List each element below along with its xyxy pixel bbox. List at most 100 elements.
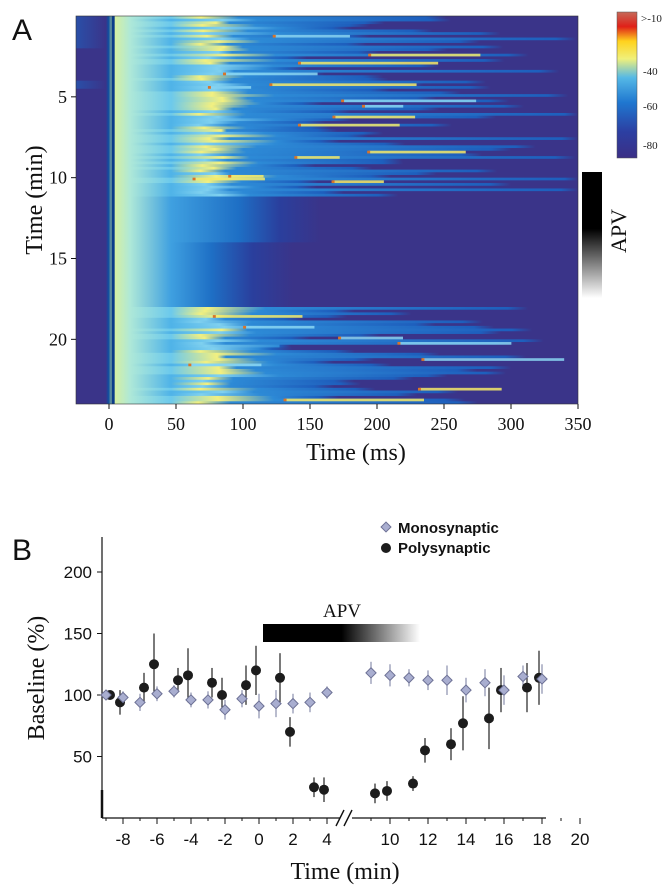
heatmap-row-band: [76, 382, 578, 386]
heatmap-row-band: [76, 323, 578, 327]
heatmap-spike-streak: [224, 72, 318, 76]
panel-b-label: B: [12, 534, 32, 567]
heatmap-row-band: [76, 307, 578, 311]
polysynaptic-point: [484, 713, 494, 724]
heatmap-row-band: [76, 67, 578, 71]
heatmap-row-band: [76, 387, 578, 392]
b-y-axis-title: Baseline (%): [24, 616, 50, 741]
apv-gradient-bar: [582, 172, 602, 298]
monosynaptic-point: [498, 684, 510, 696]
heatmap-row: [76, 236, 578, 241]
heatmap-row: [76, 131, 578, 136]
heatmap-row-band: [76, 220, 578, 225]
heatmap-row: [76, 363, 578, 367]
heatmap-spike-peak: [297, 61, 301, 65]
heatmap-row-band: [76, 401, 578, 404]
heatmap-row: [76, 56, 578, 60]
b-x-tick-label: -2: [217, 830, 232, 849]
heatmap-spike-streak: [214, 315, 303, 319]
heatmap-row: [76, 69, 578, 74]
heatmap-spike-streak: [369, 53, 481, 57]
heatmap-row: [76, 309, 578, 313]
b-data-points: [100, 633, 548, 804]
b-x-tick-label: -6: [149, 830, 164, 849]
apv-label: APV: [606, 209, 631, 253]
heatmap-row-band: [76, 288, 578, 292]
heatmap-row: [76, 45, 578, 49]
heatmap-row-band: [76, 193, 578, 198]
b-y-tick-label: 150: [64, 625, 92, 644]
heatmap-row-band: [76, 191, 578, 195]
heatmap-row: [76, 374, 578, 378]
heatmap-row-band: [76, 215, 578, 219]
heatmap-row: [76, 333, 578, 338]
heatmap-row-band: [76, 207, 578, 211]
heatmap-row: [76, 336, 578, 340]
heatmap-spike-streak: [194, 177, 265, 181]
colorbar: >-10 -40 -60 -80: [616, 11, 662, 159]
apv-bar-vertical: APV: [582, 172, 631, 298]
heatmap-row: [76, 261, 578, 265]
heatmap-row-band: [76, 37, 578, 41]
heatmap-row-band: [76, 247, 578, 252]
heatmap-row-band: [76, 385, 578, 389]
heatmap-row: [76, 21, 578, 25]
heatmap-row-band: [76, 317, 578, 322]
heatmap-row-band: [76, 104, 578, 109]
heatmap-row: [76, 51, 578, 55]
heatmap-row: [76, 350, 578, 354]
heatmap-row-band: [76, 183, 578, 187]
heatmap-row: [76, 315, 578, 319]
heatmap-row-band: [76, 395, 578, 400]
heatmap-row: [76, 255, 578, 260]
heatmap-row: [76, 88, 578, 93]
polysynaptic-point: [309, 782, 319, 793]
heatmap-row-band: [76, 131, 578, 136]
monosynaptic-point: [460, 684, 472, 696]
polysynaptic-point: [251, 665, 261, 676]
heatmap-spike-peak: [338, 336, 342, 340]
legend-label-polysynaptic: Polysynaptic: [398, 540, 491, 557]
heatmap-row: [76, 16, 578, 20]
heatmap-row-band: [76, 134, 578, 138]
heatmap-row: [76, 215, 578, 219]
heatmap-row-band: [76, 45, 578, 49]
legend-marker-polysynaptic: [381, 543, 391, 553]
monosynaptic-point: [441, 674, 453, 687]
heatmap-row: [76, 280, 578, 284]
heatmap-row: [76, 228, 578, 233]
heatmap-row-band: [76, 234, 578, 238]
heatmap-spike-streak: [285, 398, 425, 402]
heatmap-row: [76, 398, 578, 402]
colorbar-tick-label: -40: [643, 66, 658, 78]
heatmap-row: [76, 269, 578, 273]
legend: Monosynaptic Polysynaptic: [380, 520, 499, 557]
heatmap-row: [76, 328, 578, 332]
heatmap-y-tick-label: 10: [49, 168, 67, 188]
heatmap-row: [76, 67, 578, 71]
heatmap-row: [76, 134, 578, 138]
heatmap-x-axis: 0 50 100 150 200 250 300 350: [105, 404, 592, 434]
heatmap-row-band: [76, 180, 578, 184]
heatmap-x-tick-label: 100: [230, 414, 257, 434]
heatmap-row-band: [76, 99, 578, 103]
heatmap-row: [76, 304, 578, 308]
heatmap-x-tick-label: 250: [431, 414, 458, 434]
heatmap-row-band: [76, 368, 578, 373]
heatmap-row-band: [76, 253, 578, 257]
heatmap-row: [76, 323, 578, 327]
heatmap-row: [76, 169, 578, 173]
heatmap-row-band: [76, 282, 578, 287]
heatmap-row: [76, 231, 578, 235]
heatmap-row: [76, 204, 578, 208]
heatmap-row-band: [76, 96, 578, 101]
heatmap-row: [76, 253, 578, 257]
heatmap-row: [76, 53, 578, 58]
apv-gradient-bar: [263, 624, 420, 642]
monosynaptic-point: [270, 697, 282, 710]
heatmap-row: [76, 358, 578, 362]
heatmap-row: [76, 180, 578, 184]
heatmap-row-band: [76, 110, 578, 114]
heatmap-row: [76, 26, 578, 31]
b-x-tick-label: 4: [322, 830, 331, 849]
